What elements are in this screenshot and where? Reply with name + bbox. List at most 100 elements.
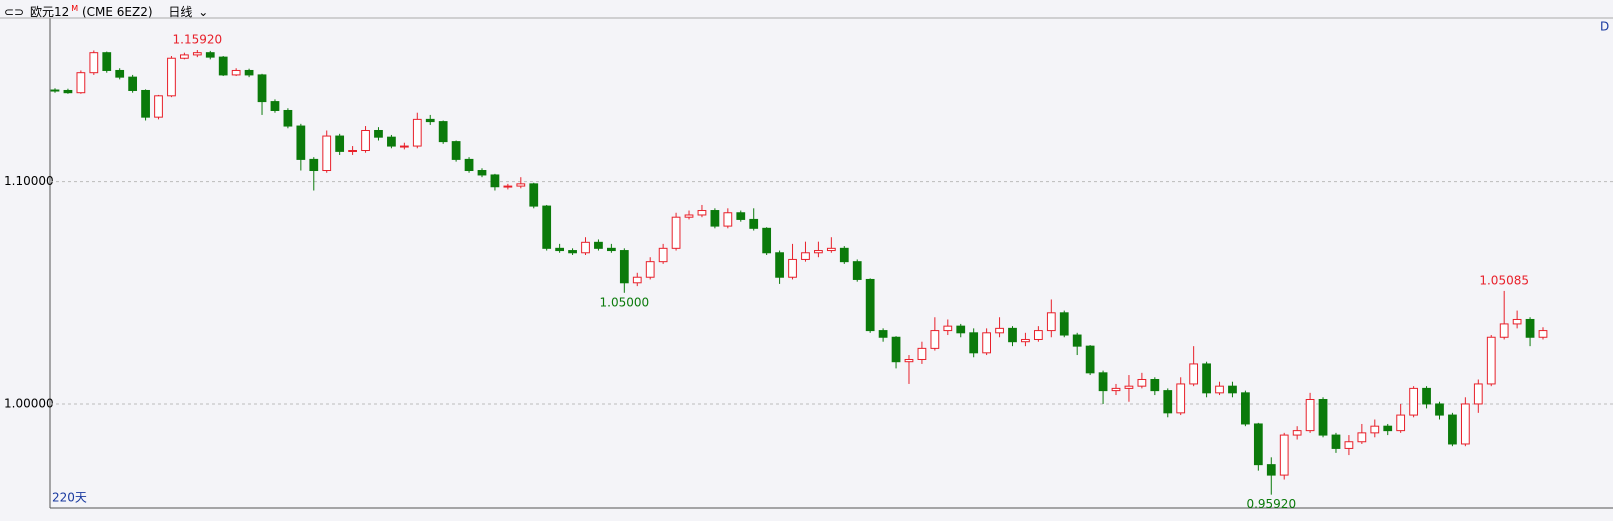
instrument-name[interactable]: 欧元12 <box>29 5 70 19</box>
candle-body <box>50 89 60 92</box>
candle-body <box>594 241 603 249</box>
candle-body <box>982 332 991 354</box>
candle-body <box>684 214 694 218</box>
y-tick-label: 1.10000 <box>4 174 54 188</box>
candle-body <box>63 89 73 94</box>
candle-body <box>1008 327 1017 343</box>
candle-body <box>309 158 319 172</box>
days-label: 220天 <box>52 491 87 505</box>
candle-body <box>1538 330 1548 338</box>
candle-body <box>1189 363 1199 385</box>
candle-body <box>231 69 241 76</box>
candle-body <box>788 258 797 278</box>
candle-body <box>1305 399 1315 432</box>
candle-body <box>1137 378 1147 387</box>
candle-body <box>387 136 396 147</box>
candle-body <box>1111 387 1121 392</box>
candle-body <box>697 210 707 216</box>
candle-body <box>749 218 759 229</box>
candle-body <box>1279 434 1289 476</box>
candle-body <box>192 52 202 56</box>
candle-body <box>891 336 901 363</box>
extreme-label: 1.05000 <box>600 295 650 309</box>
candle-body <box>257 74 267 103</box>
candle-body <box>878 330 888 338</box>
extreme-label: 1.15920 <box>173 33 223 47</box>
candle-body <box>115 69 125 78</box>
candle-body <box>1357 432 1367 443</box>
candle-body <box>464 158 474 172</box>
candle-body <box>503 185 513 188</box>
candle-body <box>581 241 590 254</box>
candle-body <box>89 52 99 74</box>
candle-body <box>814 250 823 254</box>
link-icon[interactable]: ⊂⊃ <box>4 5 25 19</box>
candle-body <box>1370 425 1380 434</box>
candle-body <box>826 247 836 252</box>
candle-body <box>438 121 448 143</box>
candle-body <box>490 174 500 188</box>
period[interactable]: 日线 <box>168 5 193 19</box>
candle-body <box>542 205 552 249</box>
candle-body <box>1072 334 1082 347</box>
candle-body <box>1383 425 1393 432</box>
candle-body <box>399 145 409 148</box>
candle-body <box>1292 430 1302 436</box>
candle-body <box>1422 387 1431 405</box>
candle-body <box>904 358 914 363</box>
candle-body <box>1202 363 1211 394</box>
candle-body <box>205 52 215 58</box>
candle-body <box>283 109 293 127</box>
candle-body <box>1266 464 1276 476</box>
candle-body <box>607 247 616 252</box>
candle-body <box>322 135 332 172</box>
candle-body <box>1046 312 1056 332</box>
superscript: M <box>71 4 79 13</box>
candle-body <box>1021 338 1030 343</box>
candle-body <box>632 276 642 284</box>
candle-body <box>167 57 176 97</box>
candle-body <box>1176 383 1186 414</box>
candle-body <box>1448 414 1457 445</box>
candle-body <box>477 170 487 176</box>
candle-body <box>516 183 526 187</box>
candle-body <box>1460 403 1470 445</box>
candle-body <box>1318 399 1328 436</box>
candle-body <box>361 129 370 152</box>
candle-body <box>775 252 784 278</box>
candle-body <box>1085 345 1095 374</box>
candle-body <box>917 347 927 360</box>
corner-label[interactable]: D <box>1600 20 1609 34</box>
candle-body <box>1331 434 1341 449</box>
candle-body <box>1033 330 1043 340</box>
candle-body <box>710 210 720 227</box>
candle-body <box>1215 385 1224 394</box>
candle-body <box>801 252 810 260</box>
candle-body <box>969 332 979 354</box>
candle-body <box>645 261 655 278</box>
extreme-label: 1.05085 <box>1479 273 1529 287</box>
candle-body <box>555 247 565 252</box>
candle-body <box>723 212 733 227</box>
candle-body <box>1473 383 1483 405</box>
candle-body <box>128 76 138 91</box>
candle-body <box>1241 392 1250 425</box>
candle-body <box>335 135 345 152</box>
candle-body <box>244 69 254 76</box>
candle-body <box>76 72 86 94</box>
candle-body <box>1253 423 1263 466</box>
candle-body <box>852 261 862 280</box>
candle-body <box>296 125 306 160</box>
candle-body <box>865 278 875 332</box>
period-selector[interactable]: 日线 ⌄ <box>168 5 209 19</box>
candle-body <box>1098 372 1108 392</box>
candle-body <box>1512 318 1522 325</box>
candle-body <box>1163 390 1173 414</box>
candle-body <box>568 250 577 254</box>
candle-body <box>412 118 422 147</box>
candle-body <box>1435 403 1444 416</box>
candle-body <box>839 247 849 263</box>
candle-body <box>451 141 461 160</box>
candle-body <box>671 216 681 249</box>
